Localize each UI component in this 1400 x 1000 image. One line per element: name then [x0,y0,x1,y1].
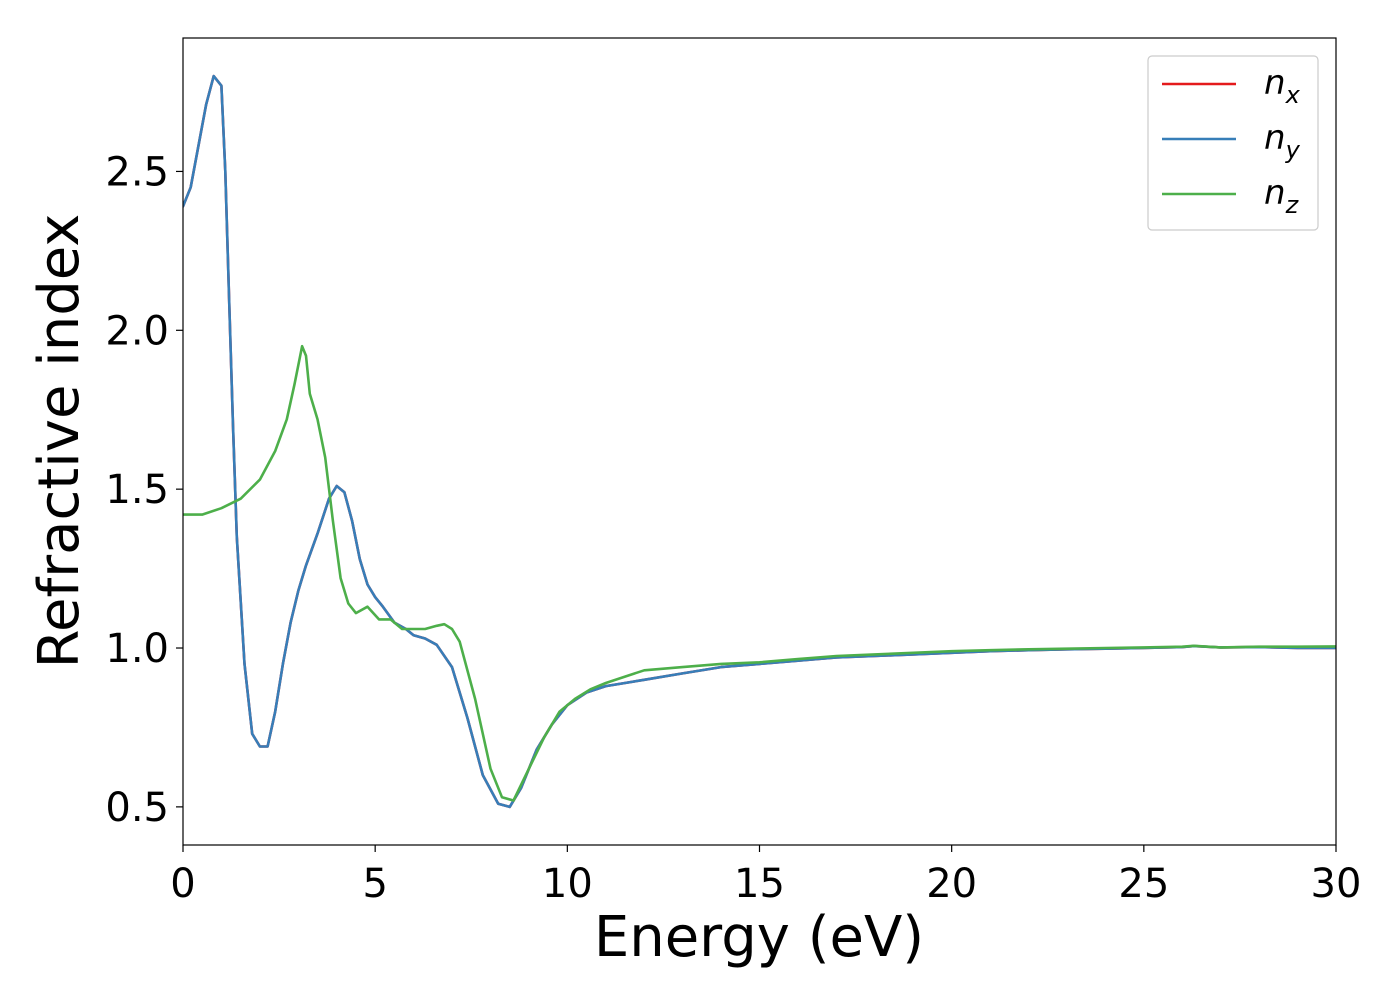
y-tick-label: 1.5 [105,467,169,513]
y-axis: 0.5 1.0 1.5 2.0 2.5 [105,149,183,831]
y-tick-label: 1.0 [105,626,169,672]
legend-label-base: n [1264,173,1286,213]
legend-label-base: n [1264,118,1286,158]
x-tick-label: 30 [1311,861,1362,907]
series-line-y [183,74,1336,809]
x-tick-label: 10 [542,861,593,907]
y-tick-label: 2.5 [105,149,169,195]
x-axis-title: Energy (eV) [594,905,924,970]
x-tick-label: 0 [170,861,195,907]
plot-background [183,38,1336,845]
y-tick-label: 0.5 [105,785,169,831]
legend-label-subscript: y [1285,136,1301,164]
series-line-z [183,344,1336,802]
y-axis-title: Refractive index [27,214,92,669]
x-axis: 0 5 10 15 20 25 30 [170,845,1361,907]
legend-label-x: nx [1264,63,1301,109]
x-tick-label: 20 [926,861,977,907]
legend-frame [1147,55,1319,231]
series-layer [183,74,1336,809]
x-tick-label: 5 [362,861,387,907]
legend-label-subscript: z [1285,191,1300,219]
x-tick-label: 15 [734,861,785,907]
legend-label-base: n [1264,63,1286,103]
legend-label-y: ny [1264,118,1301,164]
y-tick-label: 2.0 [105,308,169,354]
x-tick-label: 25 [1118,861,1169,907]
legend-label-subscript: x [1285,81,1301,109]
legend-label-z: nz [1264,173,1300,219]
